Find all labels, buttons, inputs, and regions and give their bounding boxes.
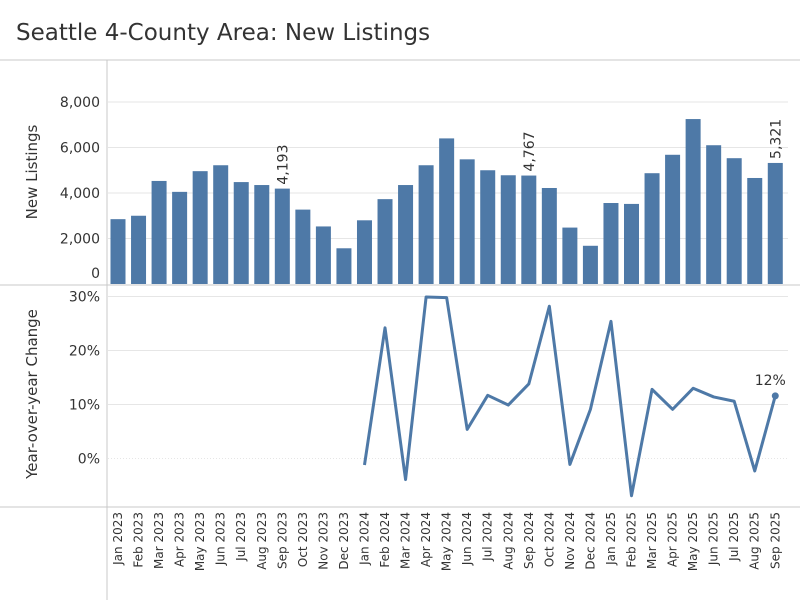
bar bbox=[644, 173, 660, 284]
bar bbox=[398, 185, 414, 284]
x-tick-label: May 2025 bbox=[686, 512, 700, 571]
bar bbox=[562, 227, 578, 284]
bar bbox=[521, 175, 537, 284]
bar bbox=[747, 177, 763, 284]
bar-y-tick-label: 0 bbox=[91, 266, 100, 282]
x-tick-label: Feb 2024 bbox=[378, 512, 392, 568]
x-tick-label: Jun 2023 bbox=[214, 512, 228, 566]
line-y-tick-label: 0% bbox=[78, 452, 100, 468]
bar bbox=[213, 165, 229, 284]
bar bbox=[254, 185, 270, 284]
bar bbox=[295, 209, 311, 284]
x-tick-label: Apr 2023 bbox=[173, 512, 187, 567]
bar-y-tick-label: 8,000 bbox=[60, 95, 100, 111]
bar bbox=[151, 180, 167, 284]
bar bbox=[582, 245, 598, 284]
x-tick-label: May 2023 bbox=[193, 512, 207, 571]
line-y-tick-label: 30% bbox=[69, 290, 100, 306]
line-y-tick-label: 20% bbox=[69, 344, 100, 360]
bar bbox=[131, 215, 147, 284]
bar-data-label: 4,767 bbox=[522, 131, 538, 171]
yoy-end-point bbox=[771, 392, 779, 400]
bar bbox=[706, 145, 722, 284]
bar-y-tick-label: 2,000 bbox=[60, 232, 100, 248]
chart-title: Seattle 4-County Area: New Listings bbox=[16, 20, 431, 46]
bar bbox=[767, 162, 783, 284]
x-tick-label: Apr 2025 bbox=[666, 512, 680, 567]
bar bbox=[685, 119, 701, 284]
bar bbox=[726, 158, 742, 284]
x-tick-label: Jan 2024 bbox=[357, 512, 371, 566]
x-tick-label: Sep 2024 bbox=[522, 512, 536, 569]
x-tick-label: Apr 2024 bbox=[419, 512, 433, 567]
bar bbox=[172, 191, 188, 284]
x-tick-label: Oct 2024 bbox=[542, 512, 556, 567]
bar bbox=[480, 170, 496, 284]
x-tick-label: Nov 2024 bbox=[563, 512, 577, 570]
x-tick-label: Jan 2025 bbox=[604, 512, 618, 566]
x-tick-label: May 2024 bbox=[440, 512, 454, 571]
x-tick-label: Feb 2025 bbox=[625, 512, 639, 568]
x-tick-label: Sep 2025 bbox=[768, 512, 782, 569]
yoy-change-line bbox=[362, 295, 777, 498]
x-tick-label: Aug 2023 bbox=[255, 512, 269, 570]
line-y-axis-title: Year-over-year Change bbox=[23, 309, 41, 480]
x-tick-label: Jan 2023 bbox=[111, 512, 125, 566]
x-tick-label: Dec 2023 bbox=[337, 512, 351, 570]
x-tick-label: Jun 2024 bbox=[460, 512, 474, 566]
x-tick-label: Jun 2025 bbox=[707, 512, 721, 566]
x-tick-label: Aug 2025 bbox=[748, 512, 762, 570]
bar bbox=[233, 182, 249, 284]
bar bbox=[377, 199, 393, 284]
bar-data-label: 4,193 bbox=[275, 145, 291, 185]
x-tick-label: Aug 2024 bbox=[501, 512, 515, 570]
bar bbox=[418, 165, 434, 284]
line-data-label: 12% bbox=[755, 373, 786, 389]
bar bbox=[110, 219, 126, 284]
bar bbox=[500, 175, 516, 284]
bar-y-axis-title: New Listings bbox=[23, 124, 41, 219]
x-tick-label: Sep 2023 bbox=[275, 512, 289, 569]
bar bbox=[274, 188, 290, 284]
bar bbox=[603, 203, 619, 284]
bar-y-tick-label: 4,000 bbox=[60, 186, 100, 202]
x-tick-label: Jul 2023 bbox=[234, 512, 248, 562]
x-tick-label: Jul 2025 bbox=[727, 512, 741, 562]
line-y-tick-label: 10% bbox=[69, 398, 100, 414]
x-tick-label: Mar 2024 bbox=[399, 512, 413, 569]
bar-data-label: 5,321 bbox=[768, 119, 784, 159]
x-tick-label: Oct 2023 bbox=[296, 512, 310, 567]
bar bbox=[665, 154, 681, 284]
x-tick-label: Jul 2024 bbox=[481, 512, 495, 562]
x-tick-label: Mar 2023 bbox=[152, 512, 166, 569]
bar bbox=[439, 138, 455, 284]
x-tick-label: Mar 2025 bbox=[645, 512, 659, 569]
bar bbox=[459, 159, 475, 284]
bar bbox=[315, 226, 331, 284]
bar bbox=[192, 171, 208, 284]
bar bbox=[356, 220, 372, 284]
bar-y-tick-label: 6,000 bbox=[60, 141, 100, 157]
x-tick-label: Feb 2023 bbox=[132, 512, 146, 568]
bar bbox=[624, 203, 639, 284]
bar bbox=[541, 187, 557, 284]
bar bbox=[336, 248, 352, 284]
x-tick-label: Dec 2024 bbox=[583, 512, 597, 570]
x-tick-label: Nov 2023 bbox=[316, 512, 330, 570]
